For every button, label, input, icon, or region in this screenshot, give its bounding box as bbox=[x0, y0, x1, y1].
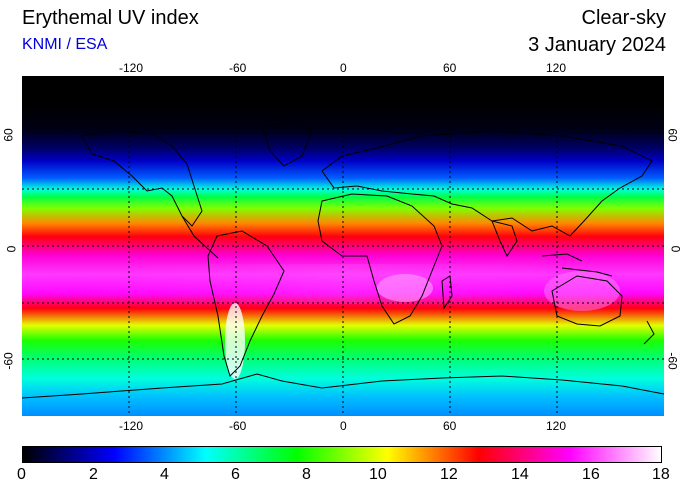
colorbar-label: 12 bbox=[440, 466, 458, 483]
coastlines bbox=[22, 120, 664, 399]
map-canvas bbox=[22, 76, 664, 416]
lat-tick-right: -60 bbox=[665, 352, 680, 370]
coastline-new-zealand bbox=[643, 320, 655, 345]
colorbar-label: 16 bbox=[582, 466, 600, 483]
lon-tick-bottom: -120 bbox=[119, 419, 144, 433]
sky-condition-label: Clear-sky bbox=[581, 7, 666, 29]
lon-tick-bottom: -60 bbox=[229, 419, 247, 433]
uv-index-map bbox=[22, 76, 664, 416]
lat-tick-right: 60 bbox=[665, 128, 680, 142]
coastline-central-america bbox=[181, 215, 219, 259]
data-source-label: KNMI / ESA bbox=[22, 36, 108, 53]
map-date: 3 January 2024 bbox=[528, 34, 666, 56]
map-title: Erythemal UV index bbox=[22, 7, 199, 29]
lon-tick-top: -120 bbox=[119, 61, 144, 75]
lon-tick-bottom: 0 bbox=[340, 419, 347, 433]
lat-tick-right: 0 bbox=[668, 245, 683, 253]
lon-tick-top: 0 bbox=[340, 61, 347, 75]
lat-tick-left: -60 bbox=[1, 352, 16, 370]
colorbar-label: 8 bbox=[302, 466, 311, 483]
coastline-antarctica bbox=[22, 373, 664, 399]
coastline-south-america bbox=[207, 230, 285, 377]
lon-tick-bottom: 60 bbox=[443, 419, 457, 433]
colorbar-label: 0 bbox=[17, 466, 26, 483]
coastline-greenland bbox=[261, 120, 313, 167]
colorbar-label: 10 bbox=[369, 466, 387, 483]
coastline-sea-islands bbox=[541, 253, 613, 277]
coastline-eurasia bbox=[321, 130, 653, 237]
lon-tick-top: 120 bbox=[546, 61, 567, 75]
lat-tick-left: 0 bbox=[4, 245, 19, 253]
colorbar-label: 18 bbox=[652, 466, 670, 483]
coastline-australia bbox=[551, 275, 623, 327]
uv-colorbar bbox=[22, 446, 662, 463]
lat-tick-left: 60 bbox=[1, 128, 16, 142]
uv-hotspot-andes bbox=[225, 303, 245, 379]
colorbar-label: 2 bbox=[89, 466, 98, 483]
coastline-north-america bbox=[81, 130, 203, 227]
coastline-madagascar bbox=[441, 275, 453, 310]
lon-tick-top: -60 bbox=[229, 61, 247, 75]
coastline-india bbox=[491, 220, 518, 258]
colorbar-label: 14 bbox=[511, 466, 529, 483]
lon-tick-top: 60 bbox=[443, 61, 457, 75]
colorbar-label: 4 bbox=[160, 466, 169, 483]
coastline-africa bbox=[317, 193, 443, 325]
lon-tick-bottom: 120 bbox=[546, 419, 567, 433]
graticule bbox=[22, 76, 664, 416]
colorbar-label: 6 bbox=[231, 466, 240, 483]
